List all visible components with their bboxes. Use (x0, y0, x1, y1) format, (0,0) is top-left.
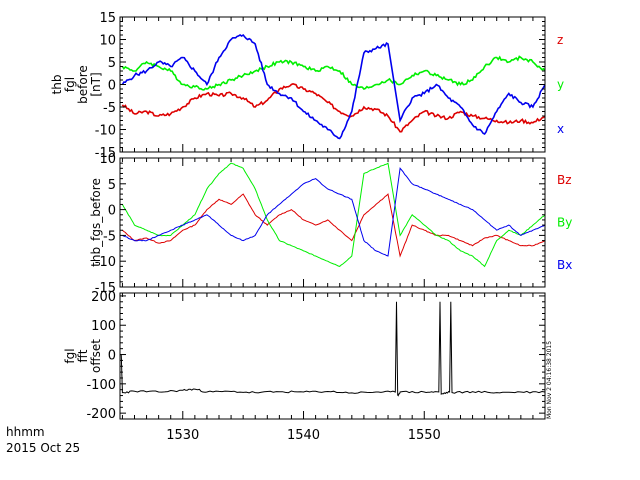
y-tick-label: -10 (95, 255, 116, 270)
y-tick-label: -100 (86, 378, 116, 393)
y-tick-label: 15 (99, 11, 116, 26)
y-tick-label: 200 (91, 290, 116, 305)
y-tick-label: 0 (108, 79, 116, 94)
panel-1: z y x -15 -10 -5 0 5 10 15 thb fgl before [nT] (50, 11, 564, 161)
legend-label-bz: Bz (557, 173, 572, 187)
y-axis-title-line: offset (89, 339, 103, 373)
y-tick-label: -5 (103, 101, 116, 116)
series-line-offset (120, 301, 545, 397)
y-tick-label: -200 (86, 407, 116, 422)
y-axis-title-line: fgl (63, 77, 77, 92)
panel-3: -200 -100 0 100 200 1530 1540 1550 fgl fft offset (63, 290, 546, 443)
y-axis-title-line: before (76, 65, 90, 104)
x-tick-label: 1540 (287, 428, 320, 443)
y-tick-label: -5 (103, 229, 116, 244)
y-tick-label: 0 (108, 204, 116, 219)
legend-label-x: x (557, 122, 564, 136)
y-tick-label: 5 (108, 178, 116, 193)
y-axis-title-line: fgl (63, 348, 77, 363)
legend-label-bx: Bx (557, 258, 572, 272)
y-tick-label: -15 (95, 281, 116, 296)
legend-label-y: y (557, 78, 564, 92)
series-line-bz (122, 193, 545, 258)
y-tick-label: -15 (95, 146, 116, 161)
series-line-bx (122, 167, 545, 257)
series-line-z (121, 83, 545, 133)
legend-label-z: z (557, 33, 563, 47)
date-label: 2015 Oct 25 (6, 441, 80, 455)
y-axis-title-line: [nT] (89, 72, 103, 96)
y-tick-label: -10 (95, 124, 116, 139)
y-tick-label: 10 (99, 152, 116, 167)
y-axis-title-line: fft (76, 349, 90, 362)
x-tick-label: 1550 (408, 428, 441, 443)
panel-2: Bz By Bx -15 -10 -5 0 5 10 thb_fgs_before (89, 152, 572, 296)
x-tick-label: 1530 (166, 428, 199, 443)
series-line-y (121, 55, 545, 91)
series-line-by (121, 162, 545, 268)
time-unit-label: hhmm (6, 425, 45, 439)
y-axis-title: thb_fgs_before (89, 178, 103, 267)
y-axis-title-line: thb (50, 75, 64, 95)
legend-label-by: By (557, 216, 572, 230)
timestamp-stamp: Mon Nov 2 04:16:38 2015 (546, 341, 553, 419)
series-line-x (121, 33, 545, 140)
y-tick-label: 0 (108, 349, 116, 364)
y-tick-label: 10 (99, 34, 116, 49)
y-tick-label: 5 (108, 56, 116, 71)
panel-frame (119, 292, 546, 420)
panel-frame (119, 157, 546, 288)
y-tick-label: 100 (91, 319, 116, 334)
